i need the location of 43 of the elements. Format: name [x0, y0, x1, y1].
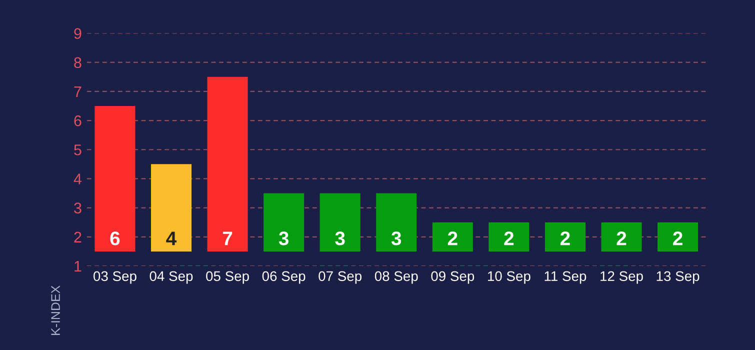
- x-tick-label: 07 Sep: [318, 271, 362, 284]
- bar: [488, 222, 530, 252]
- data-label: 2: [616, 232, 626, 246]
- bar: [544, 222, 586, 252]
- x-tick-label: 12 Sep: [600, 271, 643, 284]
- x-tick-label: 03 Sep: [94, 271, 136, 284]
- y-tick-label: 3: [74, 202, 82, 214]
- bar: [150, 164, 192, 252]
- y-tick-label: 2: [74, 232, 82, 242]
- y-tick-label: 8: [74, 57, 82, 68]
- x-tick-label: 13 Sep: [656, 271, 700, 284]
- data-label: 6: [110, 232, 120, 246]
- x-tick-label: 04 Sep: [150, 271, 193, 284]
- bar: [207, 76, 248, 252]
- bar: [264, 193, 304, 252]
- x-tick-label: 06 Sep: [262, 271, 306, 284]
- y-tick-label: 5: [74, 144, 82, 156]
- data-label: 3: [335, 232, 345, 246]
- data-label: 3: [391, 232, 402, 246]
- x-tick-label: 11 Sep: [544, 271, 586, 284]
- data-label: 7: [222, 232, 232, 246]
- y-tick-label: 6: [74, 115, 82, 126]
- y-tick-label: 1: [74, 261, 82, 272]
- bar: [601, 222, 642, 252]
- y-tick-label: 9: [74, 28, 82, 39]
- bar: [320, 193, 360, 252]
- bar: [658, 222, 698, 252]
- data-label: 3: [278, 232, 289, 246]
- x-tick-label: 05 Sep: [206, 271, 249, 284]
- data-label: 2: [448, 232, 458, 246]
- x-tick-label: 09 Sep: [431, 271, 474, 284]
- data-label: 2: [504, 232, 514, 246]
- y-axis-title: K-INDEX: [51, 286, 60, 335]
- x-tick-label: 08 Sep: [374, 271, 418, 284]
- data-label: 2: [560, 232, 570, 246]
- y-tick-label: 4: [74, 174, 82, 184]
- bar: [94, 106, 136, 252]
- bar: [376, 193, 417, 252]
- data-label: 2: [673, 232, 682, 246]
- bar: [432, 222, 473, 252]
- y-tick-label: 7: [74, 86, 82, 97]
- data-label: 4: [166, 232, 177, 246]
- x-tick-label: 10 Sep: [488, 271, 530, 284]
